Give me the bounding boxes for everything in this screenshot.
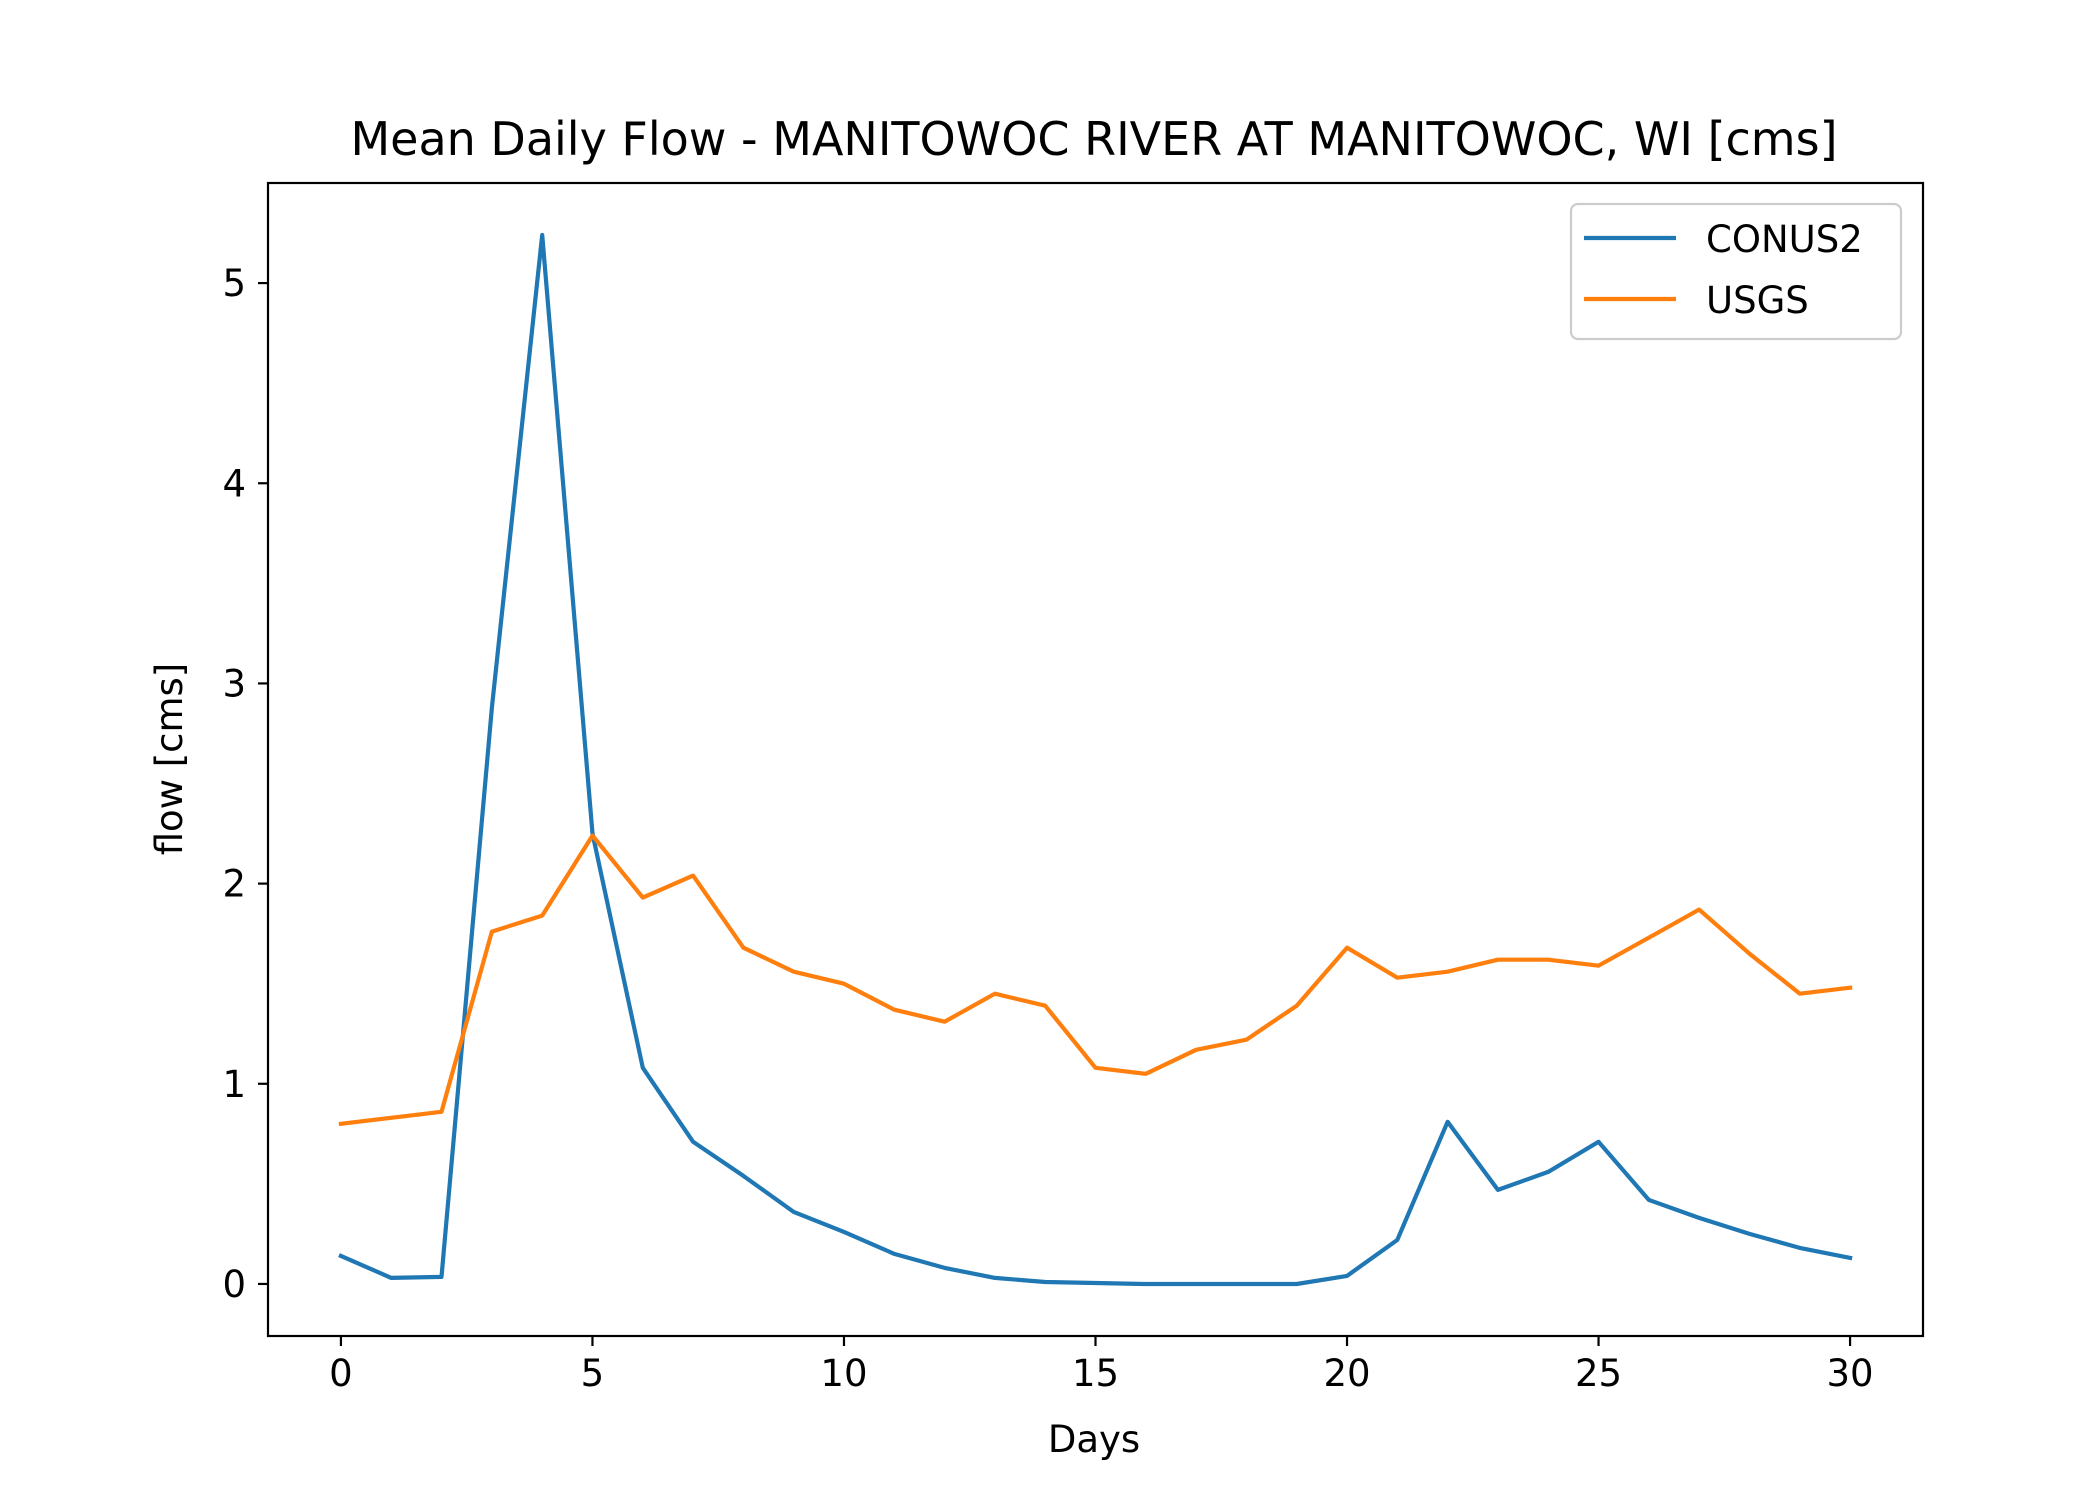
y-tick-label: 4 [222,462,246,505]
y-tick-label: 1 [222,1063,246,1106]
x-tick-label: 10 [820,1352,867,1395]
y-axis-label: flow [cms] [148,663,191,856]
plot-area [268,183,1923,1336]
x-tick-label: 5 [581,1352,605,1395]
x-axis-ticks: 0 5 10 15 20 25 30 [329,1336,1874,1395]
series-line-usgs [338,833,1853,1127]
chart-title: Mean Daily Flow - MANITOWOC RIVER AT MAN… [350,112,1837,166]
y-tick-label: 5 [222,262,246,305]
legend-label-conus2: CONUS2 [1706,218,1863,261]
y-axis-ticks: 0 1 2 3 4 5 [222,262,268,1306]
legend: CONUS2 USGS [1569,202,1903,341]
x-tick-label: 25 [1575,1352,1622,1395]
y-tick-label: 2 [222,863,246,906]
x-tick-label: 0 [329,1352,353,1395]
x-tick-label: 30 [1827,1352,1874,1395]
series-layer [338,232,1853,1287]
x-tick-label: 20 [1323,1352,1370,1395]
y-tick-label: 3 [222,662,246,705]
legend-label-usgs: USGS [1706,279,1809,322]
y-tick-label: 0 [222,1263,246,1306]
x-axis-label: Days [1048,1418,1140,1461]
x-tick-label: 15 [1072,1352,1119,1395]
